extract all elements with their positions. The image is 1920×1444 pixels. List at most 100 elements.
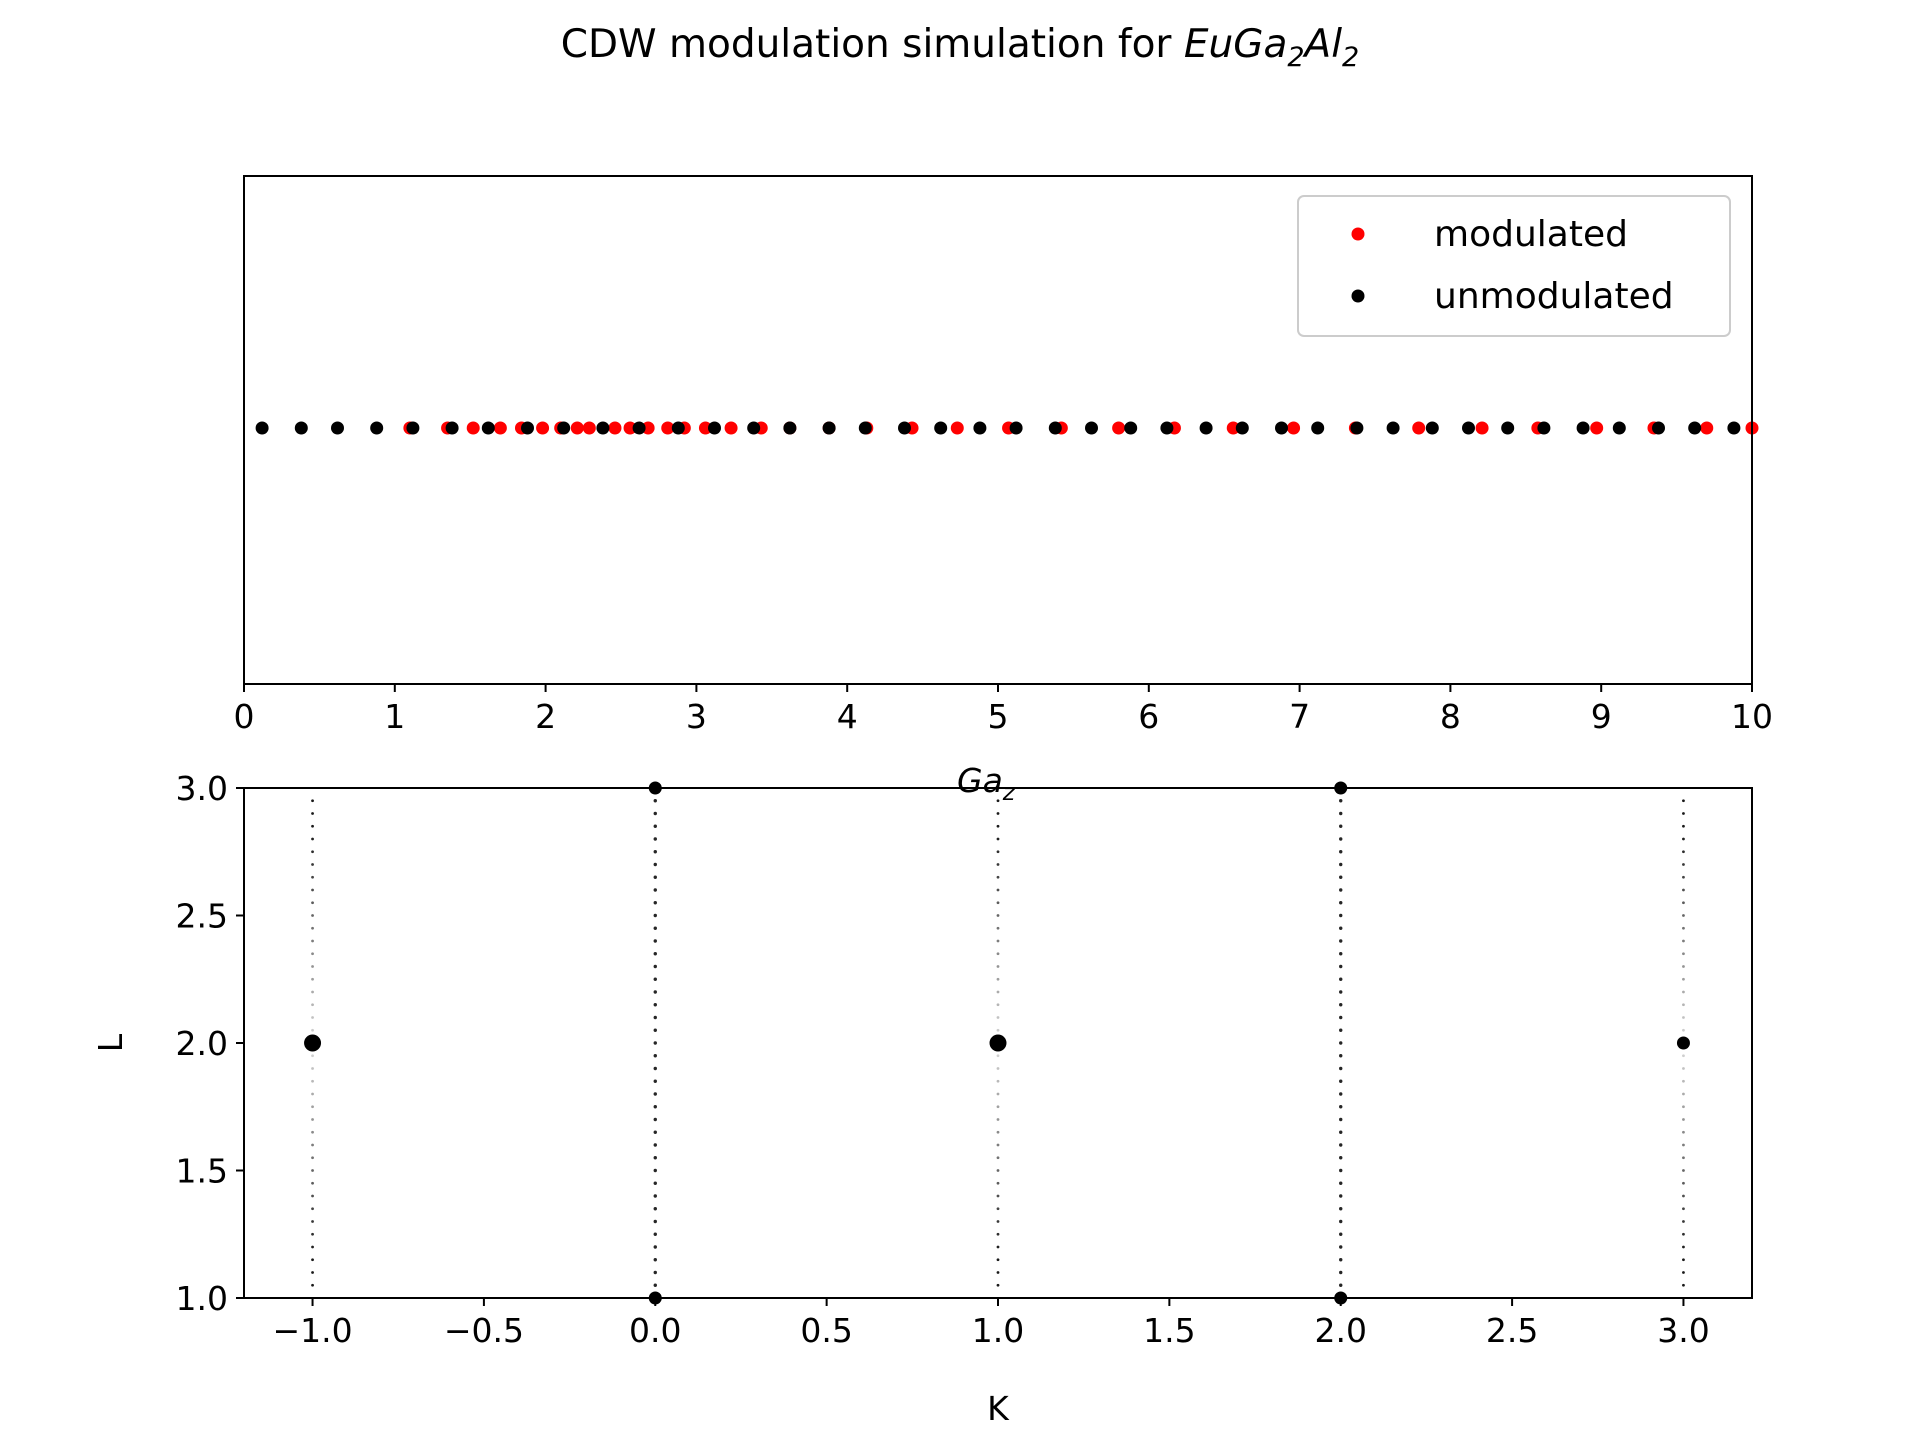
- satellite-peak: [1339, 990, 1343, 994]
- satellite-peak: [653, 926, 657, 930]
- satellite-peak: [996, 1271, 1000, 1274]
- satellite-peak: [1682, 888, 1685, 892]
- legend-frame: [1297, 195, 1731, 337]
- satellite-peak: [311, 1143, 314, 1147]
- satellite-peak: [311, 1245, 314, 1249]
- unmodulated-point: [557, 421, 571, 435]
- satellite-peak: [311, 939, 314, 943]
- unmodulated-point: [1275, 421, 1288, 435]
- top-panel: 0 1 2 3 4 5 6 7 8 9 10 Gaz modulated unmodulated: [234, 175, 1773, 806]
- satellite-peak: [653, 1156, 657, 1160]
- satellite-peak: [653, 1028, 657, 1032]
- satellite-peak: [996, 914, 1000, 917]
- satellite-peak: [311, 1232, 314, 1236]
- satellite-peak: [1682, 1003, 1685, 1007]
- satellite-peak: [311, 1283, 314, 1287]
- bottom-y-tick-label: 2.0: [176, 1024, 228, 1063]
- satellite-peak: [653, 1130, 657, 1134]
- top-x-tick-label: 3: [686, 697, 707, 736]
- satellite-peak: [996, 926, 1000, 930]
- satellite-peak: [1339, 913, 1343, 918]
- unmodulated-point: [481, 421, 495, 435]
- satellite-peak: [1682, 1105, 1685, 1109]
- unmodulated-point: [822, 421, 836, 435]
- satellite-peak: [1682, 875, 1685, 879]
- satellite-peak: [653, 862, 657, 867]
- satellite-peak: [1682, 1143, 1685, 1147]
- satellite-peak: [653, 1143, 657, 1147]
- satellite-peak: [996, 1092, 1000, 1096]
- modulated-point: [1590, 421, 1604, 435]
- satellite-peak: [311, 1156, 314, 1160]
- satellite-peak: [1682, 1207, 1685, 1211]
- bottom-y-ticks: 1.0 1.5 2.0 2.5 3.0: [176, 769, 244, 1318]
- satellite-peak: [1339, 1054, 1343, 1058]
- legend: modulated unmodulated: [1297, 195, 1731, 337]
- satellite-peak: [1339, 888, 1343, 892]
- satellite-peak: [996, 1143, 1000, 1147]
- modulated-point: [493, 421, 507, 435]
- bottom-y-tick-label: 2.5: [176, 897, 228, 936]
- unmodulated-point: [255, 421, 269, 435]
- satellite-peak: [653, 1258, 657, 1262]
- bottom-x-tick-label: 1.5: [1143, 1311, 1195, 1350]
- satellite-peak: [996, 1220, 1000, 1223]
- satellite-peak: [1339, 1232, 1343, 1236]
- satellite-peak: [311, 812, 314, 815]
- unmodulated-point: [708, 421, 721, 435]
- satellite-peak: [1339, 1258, 1343, 1262]
- satellite-peak: [653, 811, 657, 816]
- satellite-peak: [1339, 1028, 1343, 1032]
- unmodulated-point: [1652, 421, 1665, 435]
- satellite-peak: [1682, 1169, 1685, 1172]
- satellite-peak: [1682, 1181, 1685, 1185]
- bragg-peak: [1676, 1036, 1690, 1050]
- satellite-peak: [653, 977, 657, 981]
- satellite-peak: [1682, 914, 1685, 917]
- satellite-peak: [1339, 824, 1343, 828]
- satellite-peak: [996, 1003, 1000, 1007]
- satellite-peak: [1682, 1232, 1685, 1236]
- unmodulated-point: [331, 421, 344, 435]
- satellite-peak: [996, 965, 1000, 968]
- satellite-peak: [311, 914, 314, 917]
- satellite-peak: [1339, 1207, 1343, 1211]
- unmodulated-point: [1350, 421, 1364, 435]
- satellite-peak: [653, 1117, 657, 1122]
- satellite-peak: [311, 1118, 314, 1121]
- satellite-peak: [1682, 863, 1685, 866]
- satellite-peak: [653, 901, 657, 905]
- unmodulated-point: [783, 421, 797, 435]
- satellite-peak: [1339, 1092, 1343, 1096]
- satellite-peak: [653, 1003, 657, 1007]
- satellite-peak: [1339, 1130, 1343, 1134]
- unmodulated-point: [445, 421, 459, 435]
- satellite-peak: [311, 1258, 314, 1262]
- unmodulated-point: [406, 421, 420, 435]
- satellite-peak: [1682, 850, 1685, 854]
- unmodulated-point: [1160, 421, 1174, 435]
- satellite-peak: [996, 1105, 1000, 1109]
- satellite-peak: [996, 1054, 1000, 1058]
- satellite-peak: [996, 1258, 1000, 1262]
- legend-marker-unmodulated: [1351, 289, 1365, 303]
- modulated-point: [661, 421, 675, 435]
- top-series-marks: [255, 421, 1759, 435]
- bottom-x-tick-label: 2.5: [1486, 1311, 1538, 1350]
- satellite-peak: [996, 875, 1000, 879]
- unmodulated-point: [1501, 421, 1515, 435]
- satellite-peak: [1339, 850, 1343, 854]
- satellite-peak: [311, 926, 314, 930]
- satellite-peak: [311, 1181, 314, 1185]
- unmodulated-point: [1576, 421, 1590, 435]
- satellite-peak: [1682, 1271, 1685, 1274]
- unmodulated-point: [632, 421, 646, 435]
- satellite-peak: [1339, 926, 1343, 930]
- modulated-point: [1475, 421, 1489, 435]
- top-x-tick-label: 9: [1591, 697, 1612, 736]
- top-x-ticks: 0 1 2 3 4 5 6 7 8 9 10: [234, 684, 1773, 736]
- satellite-peak: [311, 977, 314, 981]
- satellite-peak: [1339, 1066, 1343, 1071]
- formula-part-al: Al: [1304, 22, 1343, 67]
